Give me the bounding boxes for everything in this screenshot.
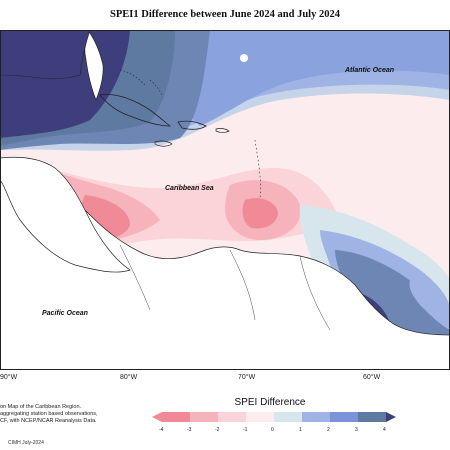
tick-70w: 70°W	[238, 374, 256, 381]
legend-tick-label: -4	[159, 427, 164, 433]
legend-arrow-high	[386, 412, 396, 422]
tick-90w: 90°W	[0, 374, 18, 381]
land-south-america	[0, 169, 450, 370]
legend-title: SPEI Difference	[234, 397, 306, 408]
zone-periwinkle-atlantic	[178, 30, 450, 126]
island-cuba	[99, 93, 172, 127]
zone-blue-east	[409, 280, 450, 330]
tick-60w: 60°W	[363, 374, 381, 381]
credit-text: CIMH July-2024	[8, 440, 44, 446]
legend-swatch	[274, 412, 303, 422]
legend-swatch	[218, 412, 247, 422]
legend-tick-label: 3	[355, 427, 358, 433]
spei-map: Atlantic Ocean Caribbean Sea Pacific Oce…	[0, 30, 450, 370]
island-hispaniola	[177, 120, 207, 130]
white-spot	[240, 54, 248, 62]
legend-tick-label: 2	[327, 427, 330, 433]
zone-red-colombia	[242, 198, 278, 229]
islands-lesser-antilles	[254, 139, 261, 199]
legend-swatch	[302, 412, 331, 422]
legend-swatch	[246, 412, 275, 422]
label-pacific-ocean: Pacific Ocean	[42, 310, 88, 317]
legend-swatch	[358, 412, 387, 422]
land-gulf-coast	[0, 30, 91, 80]
legend-tick-label: -1	[243, 427, 248, 433]
note-line: on Map of the Caribbean Region.	[0, 404, 82, 410]
note-line: aggregating station based observations,	[0, 411, 98, 417]
legend-swatch	[162, 412, 191, 422]
legend-swatch	[330, 412, 359, 422]
island-jamaica	[154, 140, 173, 147]
land-florida	[84, 30, 104, 101]
map-title: SPEI1 Difference between June 2024 and J…	[110, 9, 340, 20]
legend-colorbar	[152, 412, 396, 422]
legend-swatch	[190, 412, 219, 422]
legend-tick-label: -3	[187, 427, 192, 433]
legend-tick-label: 4	[383, 427, 386, 433]
legend-tick-label: 0	[271, 427, 274, 433]
land-central-america	[0, 156, 131, 273]
label-atlantic-ocean: Atlantic Ocean	[344, 67, 394, 74]
country-borders	[119, 244, 331, 331]
islands-bahamas	[119, 69, 163, 97]
tick-80w: 80°W	[120, 374, 138, 381]
label-caribbean-sea: Caribbean Sea	[165, 185, 214, 192]
map-notes: on Map of the Caribbean Region. aggregat…	[0, 404, 110, 425]
note-line: CF, with NCEP/NCAR Reanalysis Data.	[0, 418, 97, 424]
legend-arrow-low	[152, 412, 162, 422]
legend-tick-label: 1	[299, 427, 302, 433]
map-canvas: Atlantic Ocean Caribbean Sea Pacific Oce…	[0, 30, 450, 370]
legend-tick-label: -2	[215, 427, 220, 433]
island-puerto-rico	[215, 128, 230, 133]
